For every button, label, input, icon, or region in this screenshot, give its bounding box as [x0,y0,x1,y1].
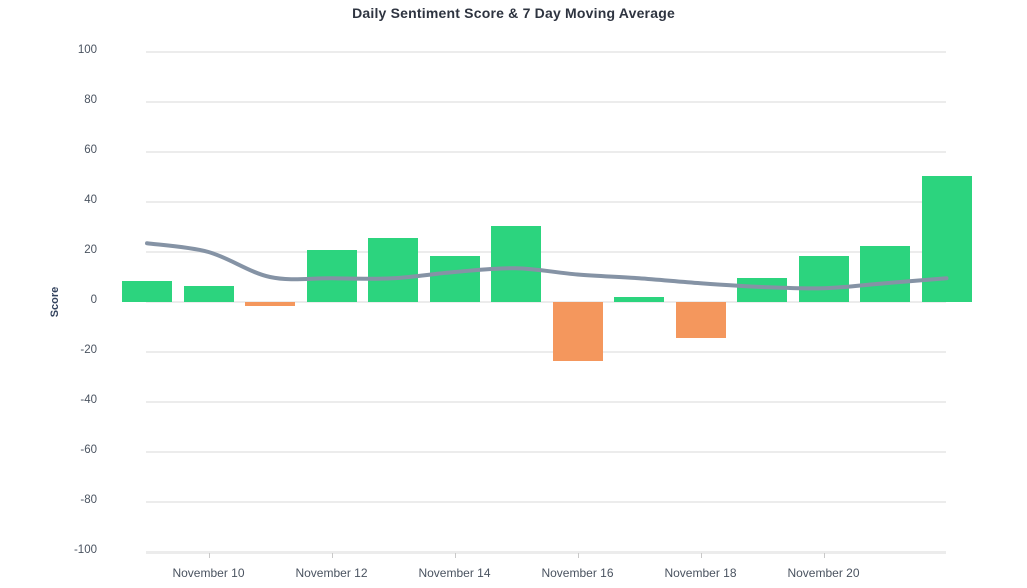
bar-november-9 [122,280,172,302]
bar-november-18 [675,302,726,339]
chart-title: Daily Sentiment Score & 7 Day Moving Ave… [352,5,675,21]
gridline [146,401,946,403]
x-tick-label: November 10 [172,566,245,580]
bar-november-22 [921,175,972,302]
bar-november-16 [552,302,603,361]
gridline [146,201,946,203]
bar-november-14 [429,255,480,302]
x-tick [577,553,579,558]
bar-november-15 [491,225,541,302]
x-tick-label: November 14 [418,566,491,580]
gridline [146,451,946,453]
x-tick [700,553,702,558]
x-tick-label: November 18 [664,566,737,580]
bar-november-13 [368,238,418,302]
y-tick-label: -40 [80,394,97,406]
y-tick-label: 100 [77,44,97,56]
gridline [146,251,946,253]
bar-november-17 [614,297,664,302]
gridline [146,151,946,153]
bar-november-10 [183,285,234,302]
gridline [146,301,946,303]
y-tick-label: -100 [73,544,97,556]
y-tick-label: -60 [80,444,97,456]
bar-november-20 [798,255,849,302]
x-tick-label: November 16 [541,566,614,580]
y-tick-label: -80 [80,494,97,506]
gridline [146,51,946,53]
x-tick [454,553,456,558]
bar-november-21 [860,245,910,302]
bar-november-11 [245,302,295,306]
bar-november-19 [737,278,787,302]
x-tick [331,553,333,558]
bar-november-12 [306,249,357,302]
y-tick-label: 60 [84,144,97,156]
x-tick-label: November 20 [787,566,860,580]
y-tick-label: 40 [84,194,97,206]
gridline [146,501,946,503]
y-tick-label: 80 [84,94,97,106]
y-tick-label: 20 [84,244,97,256]
gridline [146,351,946,353]
x-tick [208,553,210,558]
x-tick-label: November 12 [295,566,368,580]
gridline [146,101,946,103]
y-tick-label: -20 [80,344,97,356]
x-axis-line [146,552,946,554]
y-tick-label: 0 [90,294,97,306]
x-tick [823,553,825,558]
